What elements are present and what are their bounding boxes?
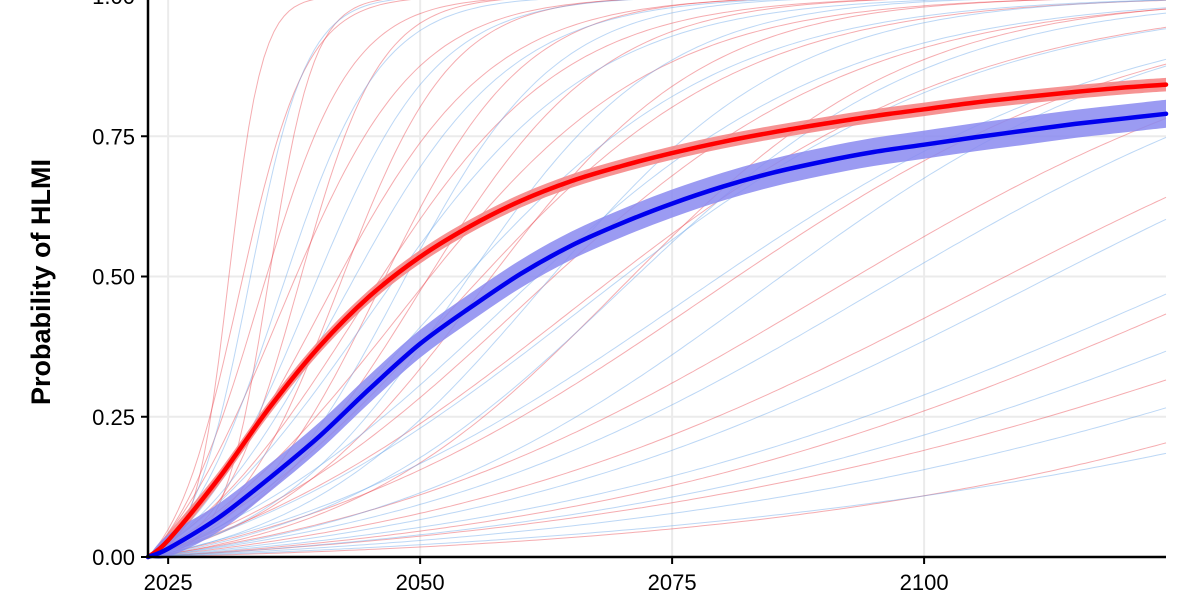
individual-curve-red xyxy=(147,196,1167,558)
individual-curve-blue xyxy=(147,136,1167,558)
individual-curve-red xyxy=(147,0,412,558)
individual-curve-red xyxy=(147,0,756,558)
confidence-band-blue xyxy=(148,99,1166,559)
individual-curve-red xyxy=(147,442,1167,558)
aggregate-line-blue xyxy=(145,111,1169,560)
individual-curve-blue xyxy=(147,0,539,558)
individual-curve-red xyxy=(147,0,1056,558)
individual-curve-blue xyxy=(147,28,1167,558)
x-tick-label: 2025 xyxy=(144,570,193,595)
individual-curve-red xyxy=(147,117,1167,558)
aggregate-series xyxy=(145,82,1169,560)
y-tick-label: 1.00 xyxy=(92,0,135,9)
individual-curve-blue xyxy=(147,407,1167,558)
individual-curves xyxy=(147,0,1167,558)
individual-curve-red xyxy=(147,0,384,558)
individual-curve-red xyxy=(147,8,1167,558)
individual-curve-blue xyxy=(147,58,1167,558)
individual-curve-blue xyxy=(147,293,1167,558)
individual-curve-blue xyxy=(147,218,1167,558)
y-tick-label: 0.75 xyxy=(92,124,135,149)
x-tick-label: 2100 xyxy=(900,570,949,595)
y-tick-label: 0.50 xyxy=(92,265,135,290)
axis-ticks: 2025 2050 2075 2100 0.00 0.25 0.50 0.75 1.00 xyxy=(92,0,948,595)
individual-curve-red xyxy=(147,26,1167,558)
individual-curve-blue xyxy=(147,0,396,558)
individual-curve-red xyxy=(147,0,505,558)
individual-curve-blue xyxy=(147,12,1167,558)
confidence-bands xyxy=(148,77,1166,559)
individual-curve-blue xyxy=(147,0,634,558)
individual-curve-red xyxy=(147,379,1167,558)
y-tick-label: 0.00 xyxy=(92,545,135,570)
individual-curve-red xyxy=(147,0,1056,558)
aggregate-line-red xyxy=(145,82,1169,560)
individual-curve-red xyxy=(147,0,748,558)
confidence-band-red xyxy=(148,77,1166,558)
x-tick-label: 2050 xyxy=(396,570,445,595)
individual-curve-blue xyxy=(147,0,952,558)
individual-curve-blue xyxy=(147,7,1167,558)
individual-curve-red xyxy=(147,0,884,558)
individual-curve-red xyxy=(147,0,496,558)
individual-curve-blue xyxy=(147,0,978,558)
individual-curve-red xyxy=(147,313,1167,558)
individual-curve-red xyxy=(147,8,1167,558)
individual-curve-red xyxy=(147,0,629,558)
x-tick-label: 2075 xyxy=(648,570,697,595)
y-axis-title: Probability of HLMI xyxy=(26,159,56,405)
individual-curve-red xyxy=(147,0,626,558)
individual-curve-blue xyxy=(147,452,1167,558)
individual-curve-blue xyxy=(147,350,1167,558)
y-tick-label: 0.25 xyxy=(92,405,135,430)
